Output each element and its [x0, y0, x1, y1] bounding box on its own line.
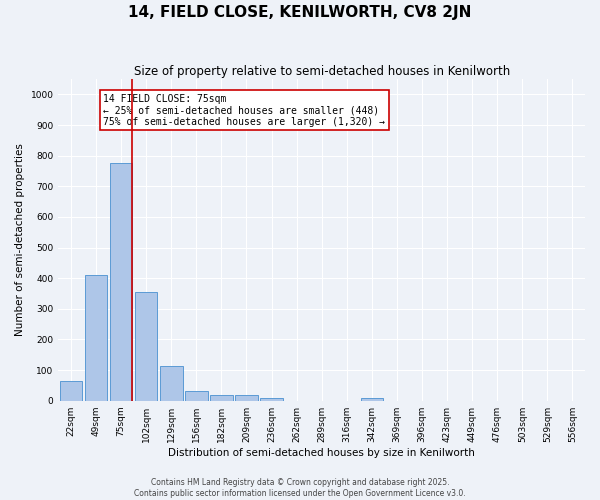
Bar: [110, 164, 133, 400]
Bar: [260, 398, 283, 400]
Bar: [185, 390, 208, 400]
Bar: [210, 394, 233, 400]
Title: Size of property relative to semi-detached houses in Kenilworth: Size of property relative to semi-detach…: [134, 65, 510, 78]
Text: 14, FIELD CLOSE, KENILWORTH, CV8 2JN: 14, FIELD CLOSE, KENILWORTH, CV8 2JN: [128, 5, 472, 20]
Bar: [135, 292, 157, 401]
Text: Contains HM Land Registry data © Crown copyright and database right 2025.
Contai: Contains HM Land Registry data © Crown c…: [134, 478, 466, 498]
Text: 14 FIELD CLOSE: 75sqm
← 25% of semi-detached houses are smaller (448)
75% of sem: 14 FIELD CLOSE: 75sqm ← 25% of semi-deta…: [103, 94, 385, 127]
Y-axis label: Number of semi-detached properties: Number of semi-detached properties: [15, 144, 25, 336]
Bar: [59, 381, 82, 400]
Bar: [361, 398, 383, 400]
X-axis label: Distribution of semi-detached houses by size in Kenilworth: Distribution of semi-detached houses by …: [168, 448, 475, 458]
Bar: [160, 366, 182, 400]
Bar: [85, 274, 107, 400]
Bar: [235, 395, 258, 400]
